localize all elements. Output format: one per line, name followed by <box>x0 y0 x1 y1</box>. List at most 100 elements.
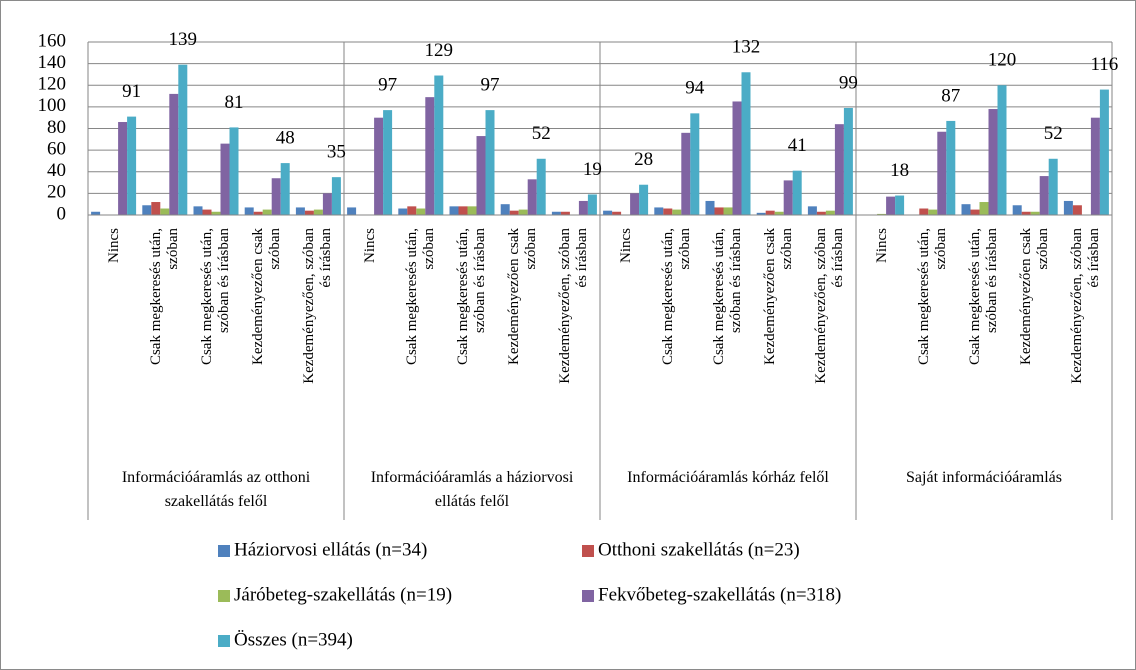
bar <box>714 207 724 215</box>
bar <box>383 110 393 215</box>
legend-swatch <box>218 545 230 557</box>
data-label: 28 <box>634 149 653 170</box>
bar <box>518 209 528 215</box>
bar <box>732 101 742 215</box>
x-tick-label: Kezdeményezően csak szóban <box>762 228 796 366</box>
bar <box>374 117 384 215</box>
y-tick-label: 60 <box>47 138 66 159</box>
x-tick-label: Kezdeményezően, szóban és írásban <box>301 228 335 384</box>
y-tick-label: 80 <box>47 117 66 138</box>
data-label: 35 <box>327 142 346 163</box>
data-label: 19 <box>583 159 602 180</box>
bar <box>536 158 546 215</box>
bar <box>705 200 715 215</box>
data-label: 99 <box>839 72 858 93</box>
bar <box>988 109 998 215</box>
bar <box>639 184 649 215</box>
bar <box>347 207 357 215</box>
y-tick-label: 160 <box>38 30 67 51</box>
bar <box>877 213 887 215</box>
group-label: Saját információáramlás <box>906 469 1062 486</box>
bar <box>741 72 751 216</box>
data-label: 87 <box>941 85 960 106</box>
bar <box>151 202 161 215</box>
bar <box>485 110 495 215</box>
bar <box>434 75 444 215</box>
bar <box>937 131 947 215</box>
group-label: Információáramlás a háziorvosi ellátás f… <box>370 469 574 510</box>
data-label: 81 <box>225 92 244 113</box>
bar <box>895 195 905 215</box>
bar <box>1039 176 1049 215</box>
x-tick-label: Csak megkeresés után, szóban és írásban <box>455 228 488 366</box>
y-tick-label: 40 <box>47 160 66 181</box>
bar <box>467 206 477 215</box>
legend-swatch <box>218 635 230 647</box>
bar <box>220 143 230 215</box>
bar <box>476 136 486 215</box>
bar <box>946 120 956 215</box>
bar <box>202 209 212 215</box>
bar <box>834 124 844 215</box>
bar <box>169 93 179 215</box>
bar <box>458 206 468 215</box>
bar <box>416 208 426 215</box>
bar <box>527 179 537 215</box>
bar <box>178 64 188 215</box>
x-tick-label: Kezdeményezően csak szóban <box>250 228 284 366</box>
data-label: 132 <box>732 37 761 58</box>
data-label: 94 <box>685 78 705 99</box>
legend-label: Összes (n=394) <box>234 629 353 650</box>
data-label: 18 <box>890 160 909 181</box>
bar <box>979 202 989 215</box>
bar <box>970 209 980 215</box>
x-tick-label: Csak megkeresés után, szóban <box>147 228 181 366</box>
data-label: 97 <box>378 74 397 95</box>
bar <box>578 200 588 215</box>
bar <box>774 211 784 215</box>
x-tick-label: Kezdeményezően, szóban és írásban <box>557 228 591 384</box>
bar <box>500 204 510 215</box>
group-label: Információáramlás kórház felől <box>627 469 829 486</box>
bar <box>91 211 101 215</box>
bar <box>331 177 341 215</box>
bar <box>825 210 835 215</box>
bar <box>313 209 323 215</box>
bar <box>509 210 519 215</box>
legend-label: Háziorvosi ellátás (n=34) <box>234 539 427 560</box>
bar <box>1090 117 1100 215</box>
bar <box>783 180 793 215</box>
data-label: 116 <box>1091 54 1119 75</box>
data-label: 129 <box>425 40 454 61</box>
bar <box>253 211 263 215</box>
x-tick-label: Csak megkeresés után, szóban és írásban <box>199 228 232 366</box>
y-tick-label: 100 <box>38 95 67 116</box>
bar <box>961 204 971 215</box>
legend-label: Járóbeteg-szakellátás (n=19) <box>234 584 452 605</box>
bar <box>262 209 272 215</box>
bar <box>843 107 853 215</box>
data-label: 41 <box>788 135 807 156</box>
x-tick-label: Nincs <box>105 228 122 263</box>
y-tick-label: 0 <box>57 203 67 224</box>
x-tick-label: Csak megkeresés után, szóban <box>659 228 693 366</box>
bar <box>398 208 408 215</box>
bar <box>118 122 128 215</box>
bar <box>407 206 417 215</box>
data-label: 48 <box>276 127 295 148</box>
x-tick-label: Csak megkeresés után, szóban és írásban <box>711 228 744 366</box>
bar <box>1012 205 1022 215</box>
bar <box>654 207 664 215</box>
legend-swatch <box>218 590 230 602</box>
data-label: 139 <box>169 29 198 50</box>
bar <box>1072 205 1082 215</box>
bar <box>816 211 826 215</box>
bar <box>928 209 938 215</box>
legend-swatch <box>582 590 594 602</box>
bar <box>244 207 254 215</box>
y-tick-label: 120 <box>38 74 67 95</box>
bar <box>663 208 673 215</box>
x-tick-label: Kezdeményezően csak szóban <box>506 228 540 366</box>
bar <box>587 194 597 215</box>
